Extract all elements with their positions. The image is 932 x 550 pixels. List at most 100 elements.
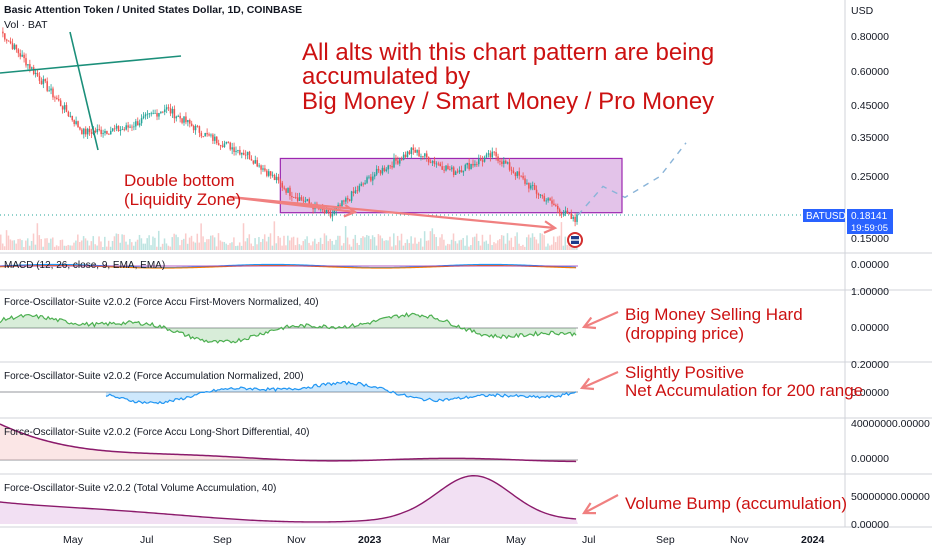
volume-bar (298, 244, 301, 250)
candle-body (44, 79, 47, 82)
candle-body (262, 168, 264, 170)
volume-bar (40, 239, 42, 250)
candle-body (372, 176, 374, 181)
candle-body (237, 149, 239, 151)
volume-bar (344, 226, 347, 250)
candle-body (510, 169, 513, 171)
volume-bar (325, 235, 328, 250)
volume-bar (55, 245, 58, 250)
volume-bar (1, 243, 4, 250)
time-tick: May (506, 534, 527, 546)
candle-body (235, 150, 237, 152)
candle-body (165, 107, 168, 110)
volume-bar (346, 237, 349, 250)
volume-bar (290, 237, 293, 250)
candle-body (185, 116, 187, 123)
volume-bar (254, 238, 256, 250)
candle-body (508, 162, 511, 170)
candle-body (358, 185, 361, 191)
candle-body (88, 128, 91, 133)
volume-bar (356, 242, 358, 250)
candle-body (389, 165, 391, 167)
candle-body (566, 210, 569, 214)
candle-body (133, 126, 135, 128)
candle-body (564, 210, 567, 214)
volume-bar (7, 235, 10, 250)
candle-body (543, 196, 546, 202)
volume-bar (427, 240, 430, 250)
candle-body (412, 147, 415, 150)
candle-body (574, 216, 576, 222)
volume-bar (497, 240, 499, 250)
candle-body (535, 189, 538, 194)
candle-body (524, 178, 526, 184)
volume-bar (487, 243, 489, 250)
volume-bar (527, 234, 530, 250)
volume-bar (19, 238, 21, 250)
candle-body (34, 72, 37, 75)
annotation-line: Slightly Positive (625, 363, 744, 382)
volume-bar (514, 236, 516, 250)
volume-bar (529, 237, 532, 250)
volume-bar (331, 240, 333, 250)
volume-bar (389, 236, 391, 250)
candle-body (368, 176, 370, 178)
volume-bar (194, 242, 197, 250)
candle-body (348, 199, 351, 201)
candle-body (239, 149, 241, 155)
candle-body (485, 154, 488, 158)
liquidity-zone-box[interactable] (279, 157, 623, 214)
candle-body (516, 171, 519, 177)
candle-body (491, 151, 494, 158)
volume-bar (369, 239, 372, 250)
volume-bar (333, 244, 335, 250)
candle-body (13, 44, 16, 50)
candle-body (483, 157, 486, 162)
volume-bar (223, 241, 226, 250)
volume-bar (260, 242, 262, 250)
candle-body (283, 187, 285, 189)
volume-bar (75, 240, 77, 250)
volume-bar (393, 233, 395, 250)
volume-bar (485, 240, 488, 250)
volume-bar (171, 237, 173, 250)
volume-bar (125, 241, 127, 250)
volume-bar (63, 245, 66, 250)
candle-body (144, 114, 147, 117)
last-price-tag[interactable]: BATUSD 0.18141 19:59:05 (803, 209, 893, 234)
candle-body (19, 53, 21, 57)
candle-body (306, 199, 309, 202)
volume-bar (549, 245, 551, 250)
volume-bar (423, 231, 426, 250)
candle-body (63, 105, 66, 110)
net-accumulation-annotation: Slightly Positive Net Accumulation for 2… (625, 363, 863, 400)
volume-bar (473, 236, 476, 250)
candle-body (526, 182, 528, 184)
candle-body (350, 191, 353, 201)
candle-body (86, 128, 89, 135)
volume-bar (552, 236, 555, 250)
last-price-value: 0.18141 (851, 211, 888, 222)
candle-body (479, 159, 482, 161)
candle-body (152, 113, 154, 115)
volume-bar (472, 237, 474, 250)
long-short-fill (0, 424, 578, 462)
volume-bar (412, 243, 414, 250)
candle-body (173, 108, 176, 119)
volume-bar (267, 236, 270, 250)
candle-body (451, 167, 453, 170)
panel-title: Force-Oscillator-Suite v2.0.2 (Force Acc… (4, 371, 304, 382)
candle-body (464, 164, 467, 171)
volume-bar (335, 239, 337, 250)
volume-bar (541, 233, 543, 250)
candle-body (123, 129, 126, 131)
candle-body (279, 180, 282, 183)
candle-body (146, 113, 149, 115)
volume-bar (177, 237, 179, 250)
volume-bar (468, 246, 470, 250)
volume-bar (200, 223, 202, 250)
candle-body (264, 168, 266, 171)
volume-bar (69, 245, 71, 250)
event-flag-icon[interactable] (567, 232, 583, 248)
